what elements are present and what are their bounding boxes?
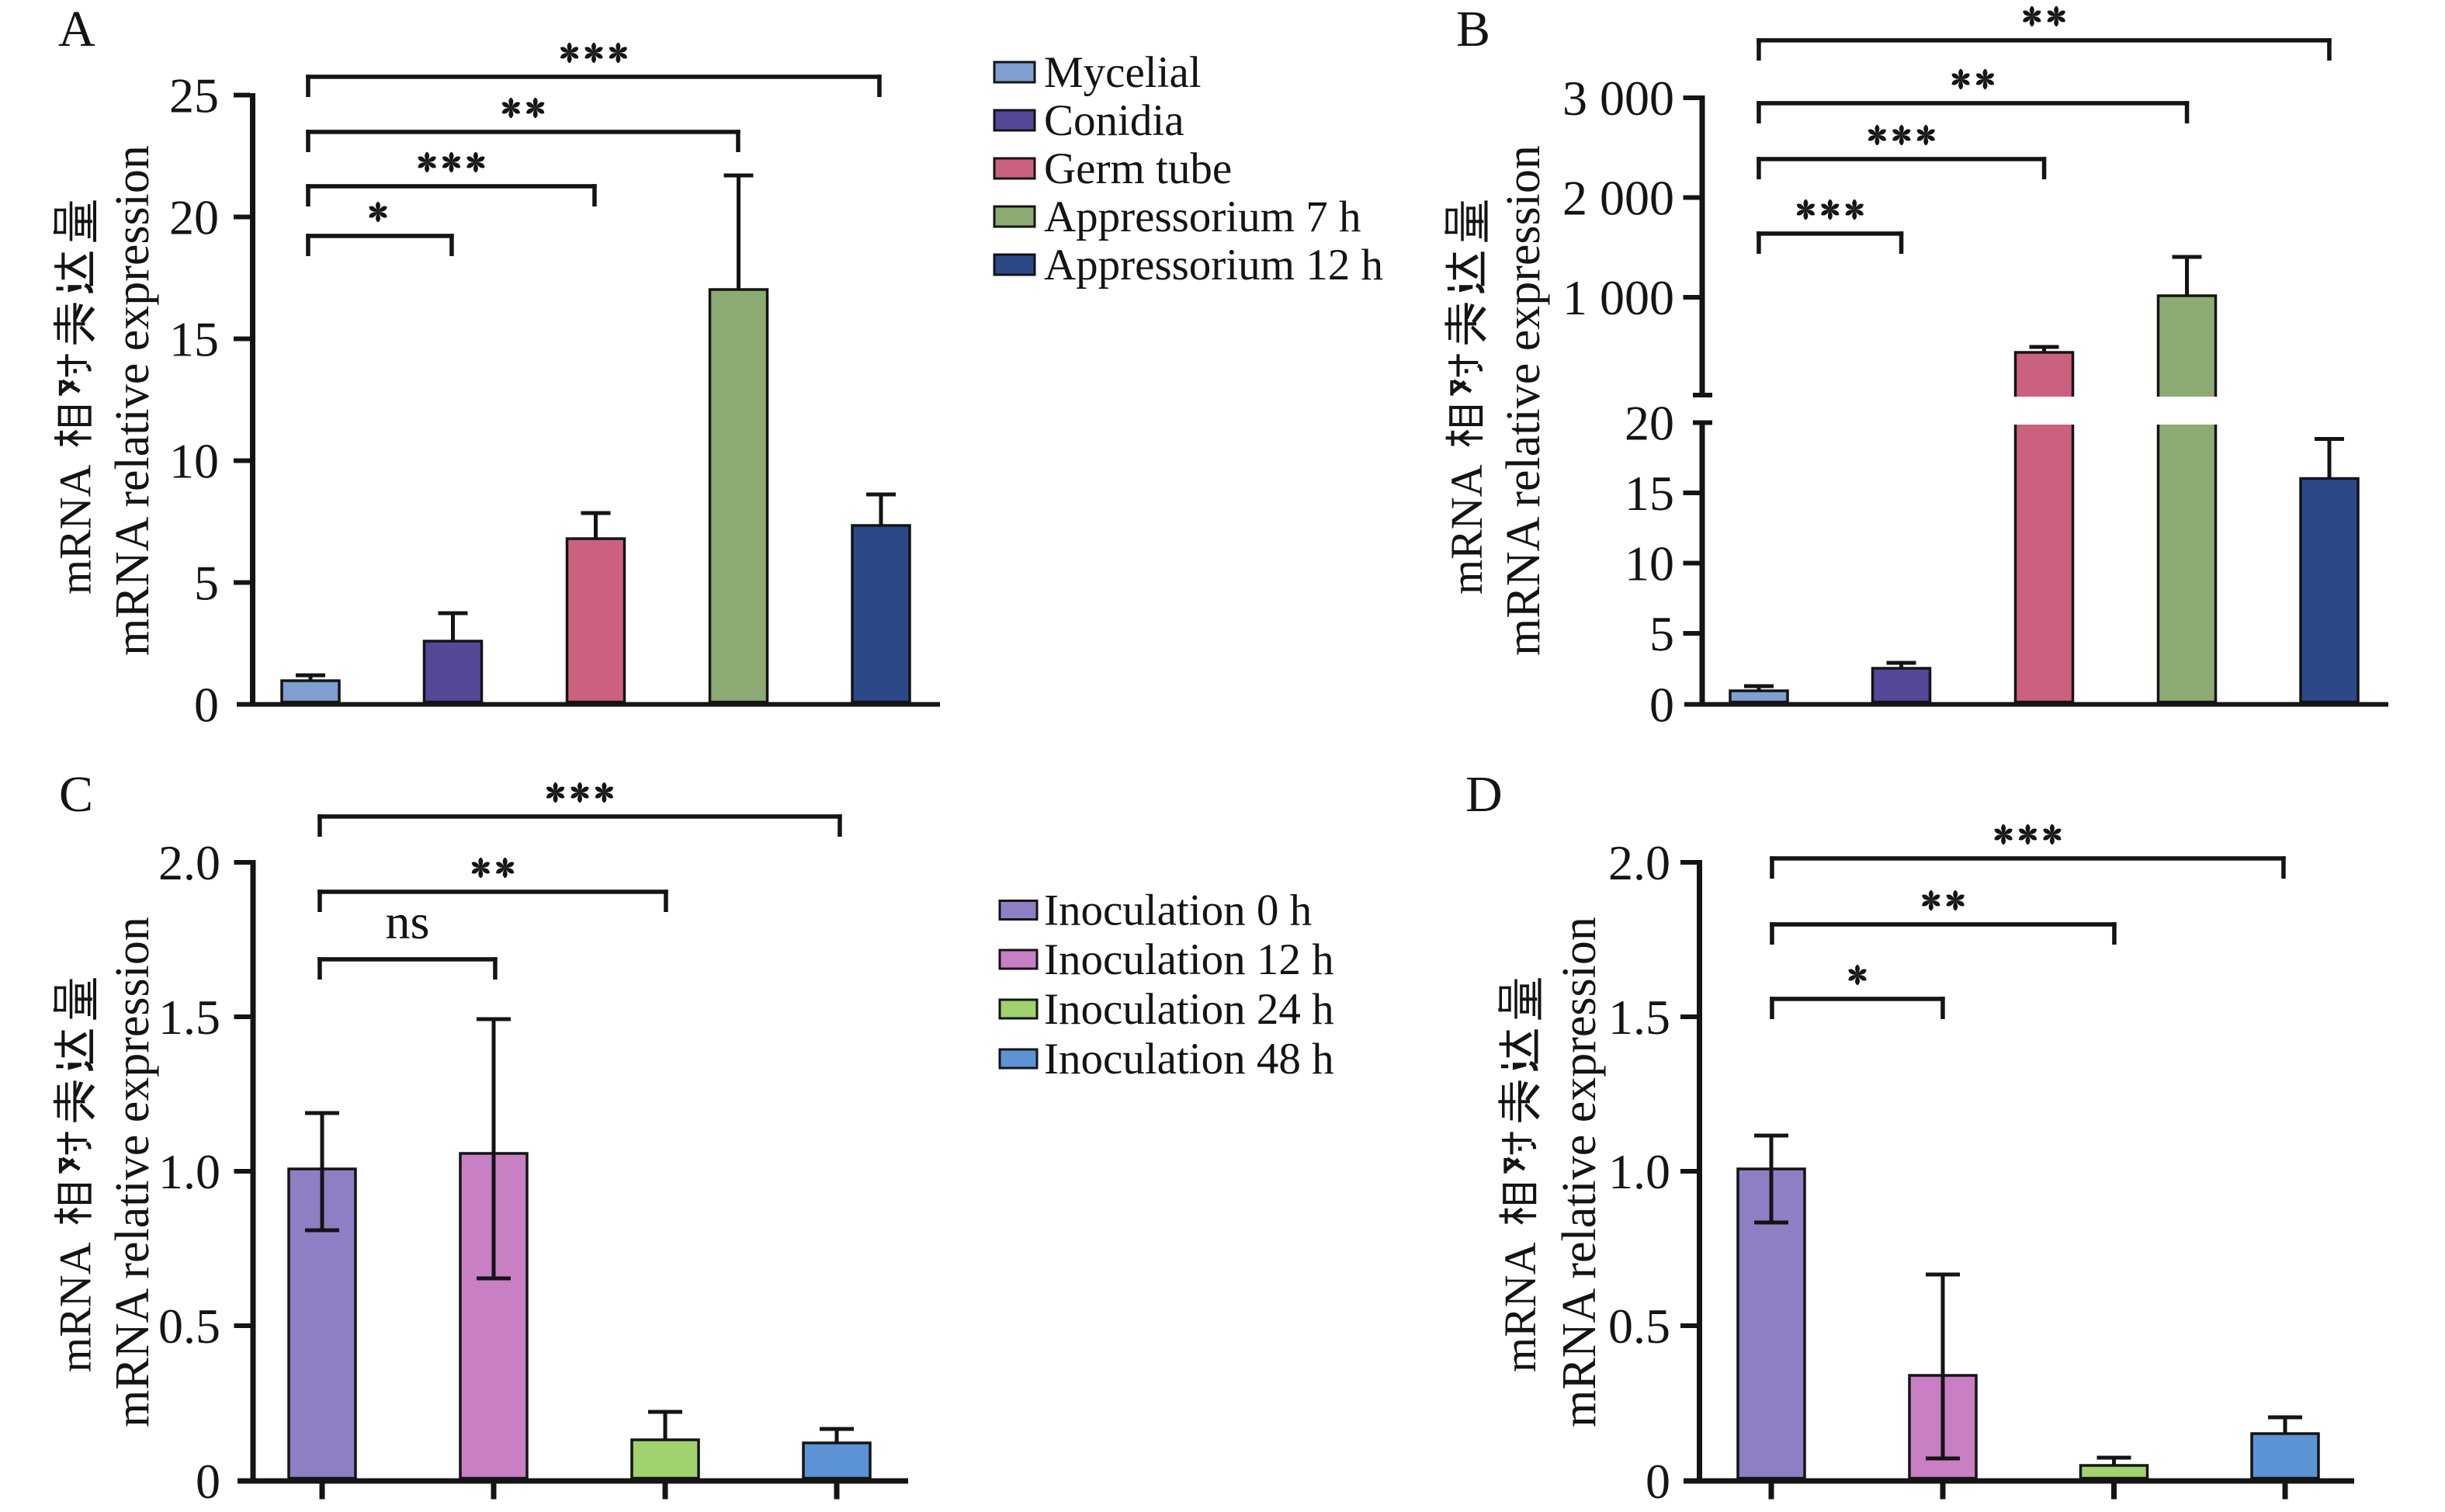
svg-text:10: 10 [1625, 536, 1674, 591]
svg-text:ns: ns [386, 894, 430, 949]
svg-text:Appressorium 12 h: Appressorium 12 h [1044, 241, 1383, 290]
svg-text:mRNA relative expression: mRNA relative expression [106, 145, 159, 656]
svg-text:5: 5 [1649, 606, 1674, 661]
svg-text:10: 10 [169, 434, 219, 489]
svg-text:2.0: 2.0 [1608, 835, 1670, 890]
svg-text:Germ tube: Germ tube [1044, 144, 1232, 193]
svg-text:Inoculation 12 h: Inoculation 12 h [1044, 935, 1334, 984]
svg-text:2.0: 2.0 [158, 835, 220, 890]
svg-text:Conidia: Conidia [1044, 96, 1184, 145]
svg-text:Inoculation 48 h: Inoculation 48 h [1044, 1035, 1334, 1084]
svg-text:0: 0 [1646, 1454, 1670, 1509]
svg-text:mRNA relative expression: mRNA relative expression [106, 917, 159, 1427]
svg-text:3 000: 3 000 [1562, 71, 1674, 126]
svg-text:A: A [58, 1, 95, 57]
svg-text:mRNA relative expression: mRNA relative expression [1553, 917, 1606, 1427]
svg-text:mRNA: mRNA [1441, 464, 1492, 595]
svg-text:0: 0 [196, 1454, 220, 1509]
svg-text:0.5: 0.5 [158, 1299, 220, 1354]
svg-text:mRNA: mRNA [50, 464, 101, 595]
svg-text:20: 20 [1625, 396, 1674, 451]
svg-text:0: 0 [1649, 678, 1674, 733]
svg-text:Inoculation 24 h: Inoculation 24 h [1044, 985, 1334, 1034]
svg-text:1.0: 1.0 [158, 1144, 220, 1199]
svg-text:20: 20 [169, 190, 219, 245]
svg-text:mRNA relative expression: mRNA relative expression [1497, 145, 1550, 656]
svg-text:mRNA: mRNA [50, 1242, 101, 1372]
svg-text:1.5: 1.5 [1608, 990, 1670, 1045]
svg-text:2 000: 2 000 [1562, 171, 1674, 226]
svg-text:15: 15 [169, 312, 219, 367]
svg-text:Appressorium 7 h: Appressorium 7 h [1044, 192, 1361, 241]
svg-text:1.0: 1.0 [1608, 1144, 1670, 1199]
svg-text:25: 25 [169, 68, 219, 123]
svg-text:0: 0 [194, 678, 219, 733]
svg-text:1.5: 1.5 [158, 990, 220, 1045]
svg-text:Mycelial: Mycelial [1044, 48, 1202, 97]
svg-text:Inoculation 0 h: Inoculation 0 h [1044, 886, 1312, 935]
svg-text:D: D [1465, 766, 1503, 823]
svg-text:B: B [1456, 1, 1490, 57]
svg-text:mRNA: mRNA [1495, 1242, 1545, 1372]
svg-text:C: C [59, 766, 93, 823]
svg-text:0.5: 0.5 [1608, 1299, 1670, 1354]
svg-text:1 000: 1 000 [1562, 270, 1674, 325]
svg-text:15: 15 [1625, 466, 1674, 521]
svg-text:5: 5 [194, 556, 219, 611]
